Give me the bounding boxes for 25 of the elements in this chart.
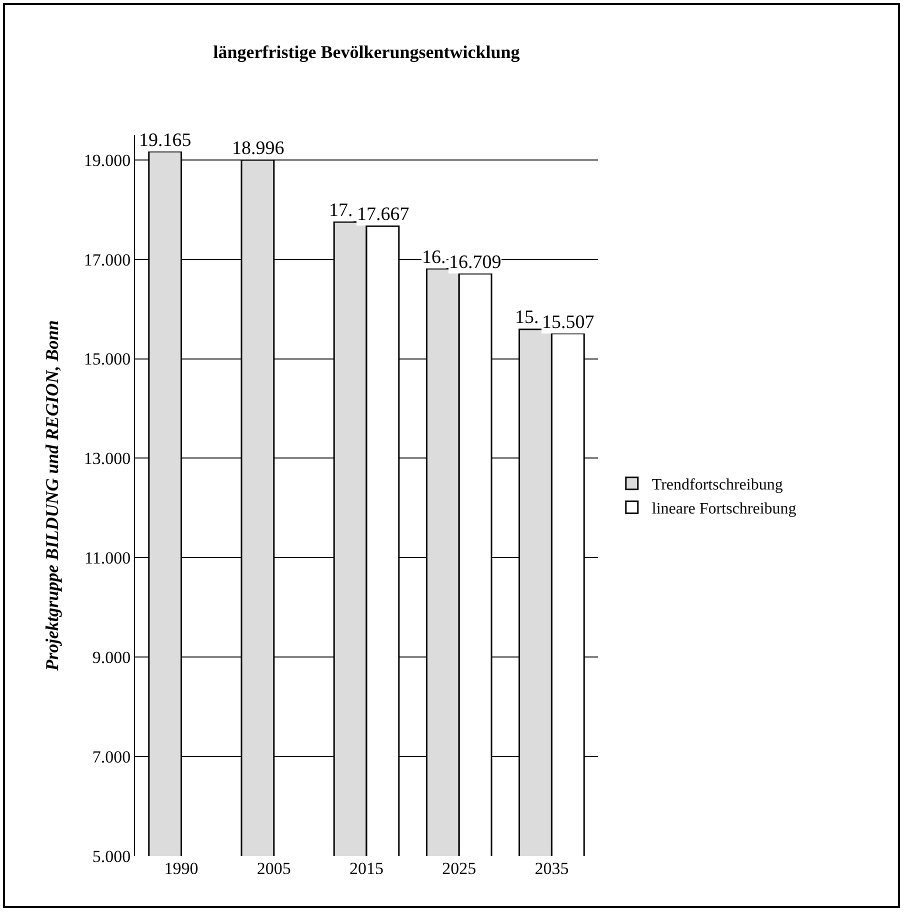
y-tick-label: 13.000 <box>84 449 131 468</box>
x-tick-label: 2025 <box>442 859 476 878</box>
data-label: 19.165 <box>139 130 192 151</box>
y-tick-label: 5.000 <box>92 846 131 866</box>
x-tick-label: 2035 <box>534 859 569 878</box>
y-tick-label: 11.000 <box>84 548 131 568</box>
y-tick-label: 19.000 <box>84 150 131 170</box>
x-tick-label: 2005 <box>256 859 291 878</box>
y-axis-title: Projektgruppe BILDUNG und REGION, Bonn <box>42 320 62 672</box>
y-tick-label: 7.000 <box>92 748 131 766</box>
legend-label: lineare Fortschreibung <box>652 500 796 518</box>
annotation: 15. <box>515 307 539 328</box>
legend-label: Trendfortschreibung <box>652 476 783 494</box>
y-tick-label: 15.000 <box>84 350 131 369</box>
annotation: 17. <box>329 200 353 221</box>
x-tick-label: 1990 <box>164 859 198 878</box>
data-label: 17.667 <box>357 204 410 225</box>
annotation: 16. <box>422 247 446 268</box>
y-tick-label: 17.000 <box>84 250 131 270</box>
chart-title: längerfristige Bevölkerungsentwicklung <box>213 42 520 62</box>
data-label: 18.996 <box>232 138 284 159</box>
y-tick-label: 9.000 <box>92 648 131 668</box>
x-tick-label: 2015 <box>350 859 384 878</box>
data-label: 16.709 <box>449 252 502 273</box>
data-label: 15.507 <box>542 312 594 333</box>
